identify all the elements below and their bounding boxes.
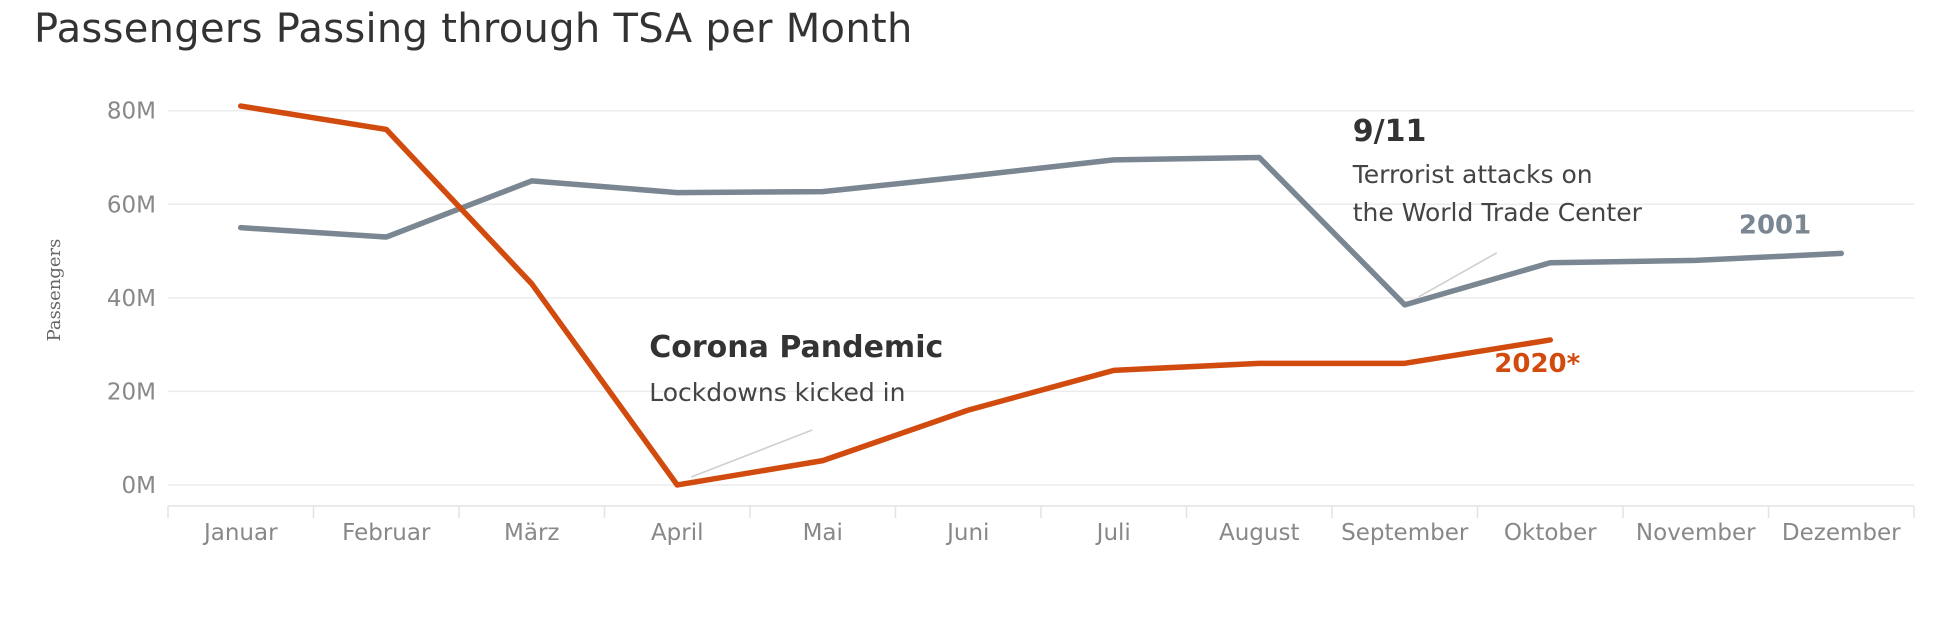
y-tick-label: 60M (107, 192, 156, 218)
x-tick-label: April (651, 520, 704, 546)
annotation-connector (1418, 252, 1498, 298)
annotation-text: Lockdowns kicked in (649, 378, 905, 407)
series-label: 2020* (1494, 349, 1580, 379)
x-tick-label: Januar (202, 520, 278, 546)
x-tick-label: August (1219, 520, 1300, 546)
chart-title: Passengers Passing through TSA per Month (34, 6, 913, 52)
x-tick-label: Oktober (1504, 520, 1597, 546)
annotations: Corona Pandemic Lockdowns kicked in 9/11 Te… (649, 114, 1642, 407)
x-tick-label: November (1636, 520, 1756, 546)
x-axis: Januar Februar März April Mai Juni Juli August S… (167, 505, 1915, 546)
annotation-title: 9/11 (1353, 114, 1427, 149)
x-tick-label: Juli (1095, 520, 1131, 546)
x-tick-label: Juni (945, 520, 989, 546)
annotation-text: the World Trade Center (1353, 198, 1643, 227)
annotation-connectors (690, 252, 1498, 478)
x-tick-label: Mai (803, 520, 843, 546)
series-line-2020 (238, 103, 1553, 488)
x-tick-label: September (1341, 520, 1469, 546)
y-axis-label: Passengers (44, 239, 65, 342)
x-tick-label: März (504, 520, 559, 546)
y-axis: 0M 20M 40M 60M 80M (107, 99, 156, 499)
annotation-text: Terrorist attacks on (1352, 160, 1593, 189)
x-tick-label: Februar (342, 520, 431, 546)
y-tick-label: 0M (122, 473, 156, 499)
series-line-2001 (238, 154, 1844, 308)
annotation-connector (690, 429, 813, 478)
series-labels: 2001 2020* (1494, 210, 1811, 379)
y-tick-label: 80M (107, 99, 156, 125)
series-label: 2001 (1739, 210, 1811, 240)
y-tick-label: 40M (107, 286, 156, 312)
annotation-title: Corona Pandemic (649, 330, 943, 365)
y-tick-label: 20M (107, 379, 156, 405)
x-tick-label: Dezember (1782, 520, 1901, 546)
series-lines (238, 103, 1844, 488)
